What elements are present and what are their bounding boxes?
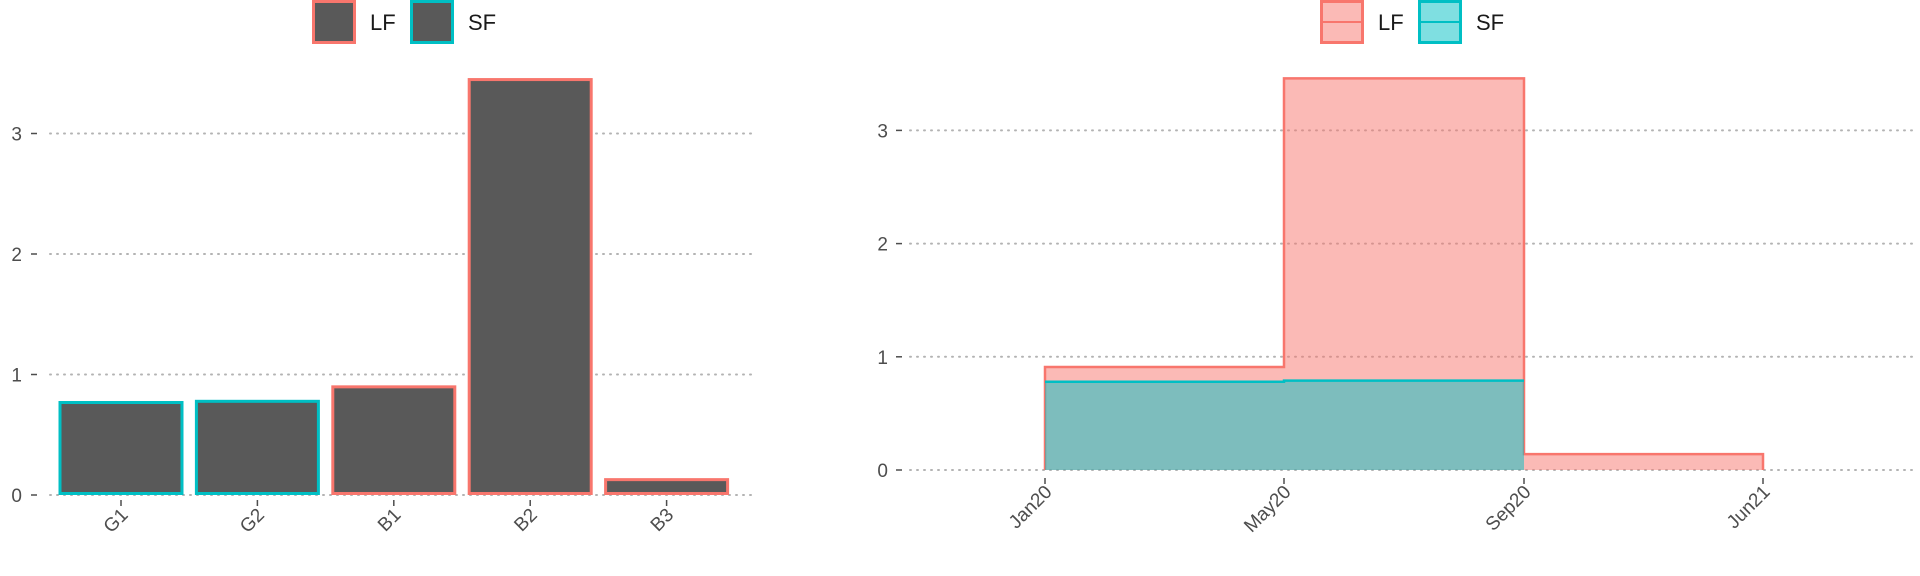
x-tick-label: Jun21 (1723, 482, 1774, 533)
x-tick-label: Jan20 (1005, 482, 1056, 533)
x-tick-label: B3 (647, 505, 678, 536)
area-series-sf (1045, 380, 1524, 470)
legend-item-lf: LF (1320, 0, 1404, 44)
x-tick-label: G1 (100, 505, 133, 538)
legend-key-lf (312, 0, 356, 44)
y-tick-label: 2 (11, 245, 22, 266)
x-tick-label: Sep20 (1482, 482, 1536, 536)
legend-label-sf: SF (1476, 10, 1504, 35)
y-tick-label: 2 (877, 235, 888, 256)
bar (467, 78, 593, 495)
legend-label-lf: LF (1378, 10, 1404, 35)
y-tick-label: 3 (11, 125, 22, 146)
x-tick-label: G2 (236, 505, 269, 538)
legend-item-sf: SF (410, 0, 496, 44)
bar-chart-panel: 0 1 2 3 LF SF G1 G2 B1 B2 B3 (0, 0, 768, 576)
bar (194, 399, 320, 495)
step-area-chart: 0 1 2 3 LF SF Jan20 May20 Sep20 Jun21 (877, 0, 1915, 537)
line-series-lf (1043, 77, 1765, 470)
x-tick-label: May20 (1240, 482, 1295, 537)
y-tick-label: 0 (877, 461, 888, 482)
y-tick-label: 3 (877, 121, 888, 142)
legend-label-lf: LF (370, 10, 396, 35)
bar (604, 478, 730, 496)
y-tick-label: 0 (11, 486, 22, 507)
area-series-lf (1045, 78, 1763, 470)
bar (331, 385, 457, 495)
x-tick-label: B2 (510, 505, 541, 536)
legend-item-lf: LF (312, 0, 396, 44)
legend-key-sf (410, 0, 454, 44)
y-tick-label: 1 (11, 366, 22, 387)
bar-chart: 0 1 2 3 LF SF G1 G2 B1 B2 B3 (11, 0, 755, 538)
legend-item-sf: SF (1418, 0, 1504, 44)
x-tick-label: B1 (374, 505, 405, 536)
line-series-sf (1045, 379, 1524, 383)
legend-label-sf: SF (468, 10, 496, 35)
y-tick-label: 1 (877, 348, 888, 369)
step-area-chart-panel: 0 1 2 3 LF SF Jan20 May20 Sep20 Jun21 (864, 0, 1920, 576)
bar (58, 401, 184, 496)
